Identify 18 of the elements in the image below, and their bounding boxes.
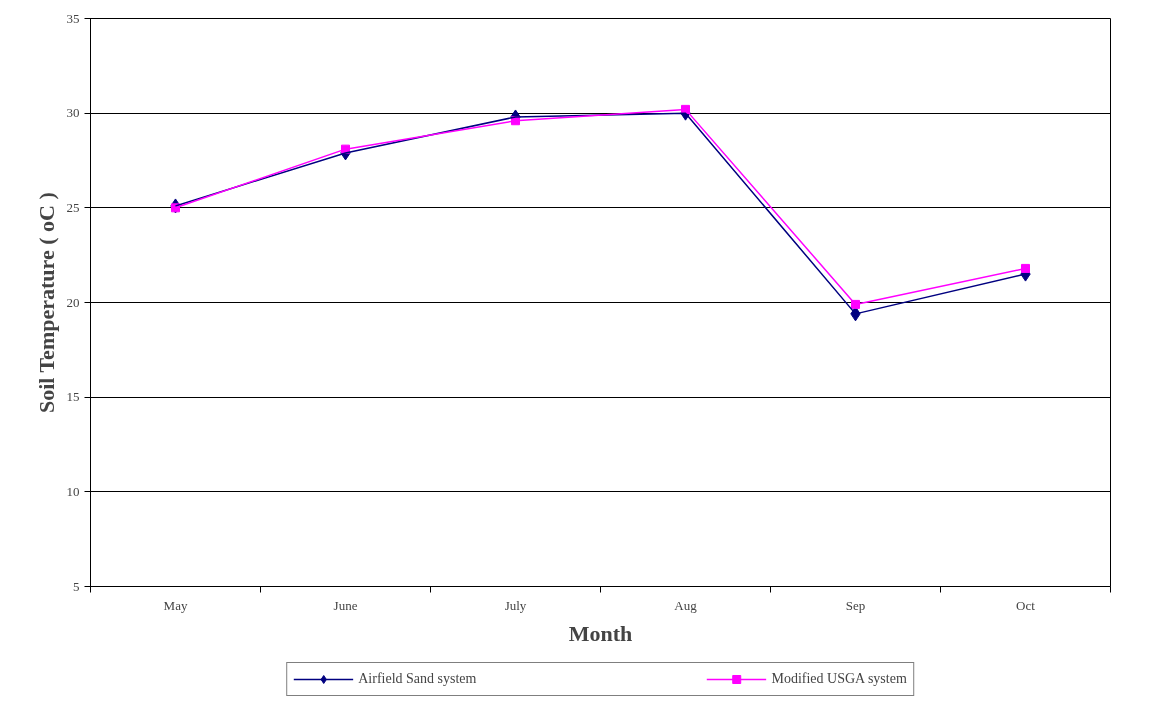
legend-label: Modified USGA system (771, 671, 907, 687)
y-tick-label: 20 (66, 294, 80, 310)
x-tick-label: May (163, 597, 188, 613)
y-axis-title: Soil Temperature ( oC ) (33, 192, 59, 414)
y-tick-label: 35 (66, 10, 80, 26)
x-tick-label: July (504, 597, 527, 613)
y-tick-label: 15 (66, 389, 80, 405)
legend-label: Airfield Sand system (358, 671, 477, 687)
point (1021, 263, 1030, 273)
x-tick-label: Oct (1016, 597, 1036, 613)
x-tick-label: Sep (845, 597, 866, 613)
y-tick-label: 5 (73, 578, 80, 594)
y-tick-label: 30 (66, 105, 80, 121)
x-axis-title: Month (568, 620, 633, 646)
x-tick-label: Aug (674, 597, 698, 613)
x-tick-label: June (333, 597, 358, 613)
y-tick-label: 25 (66, 199, 80, 215)
y-tick-label: 10 (66, 483, 80, 499)
